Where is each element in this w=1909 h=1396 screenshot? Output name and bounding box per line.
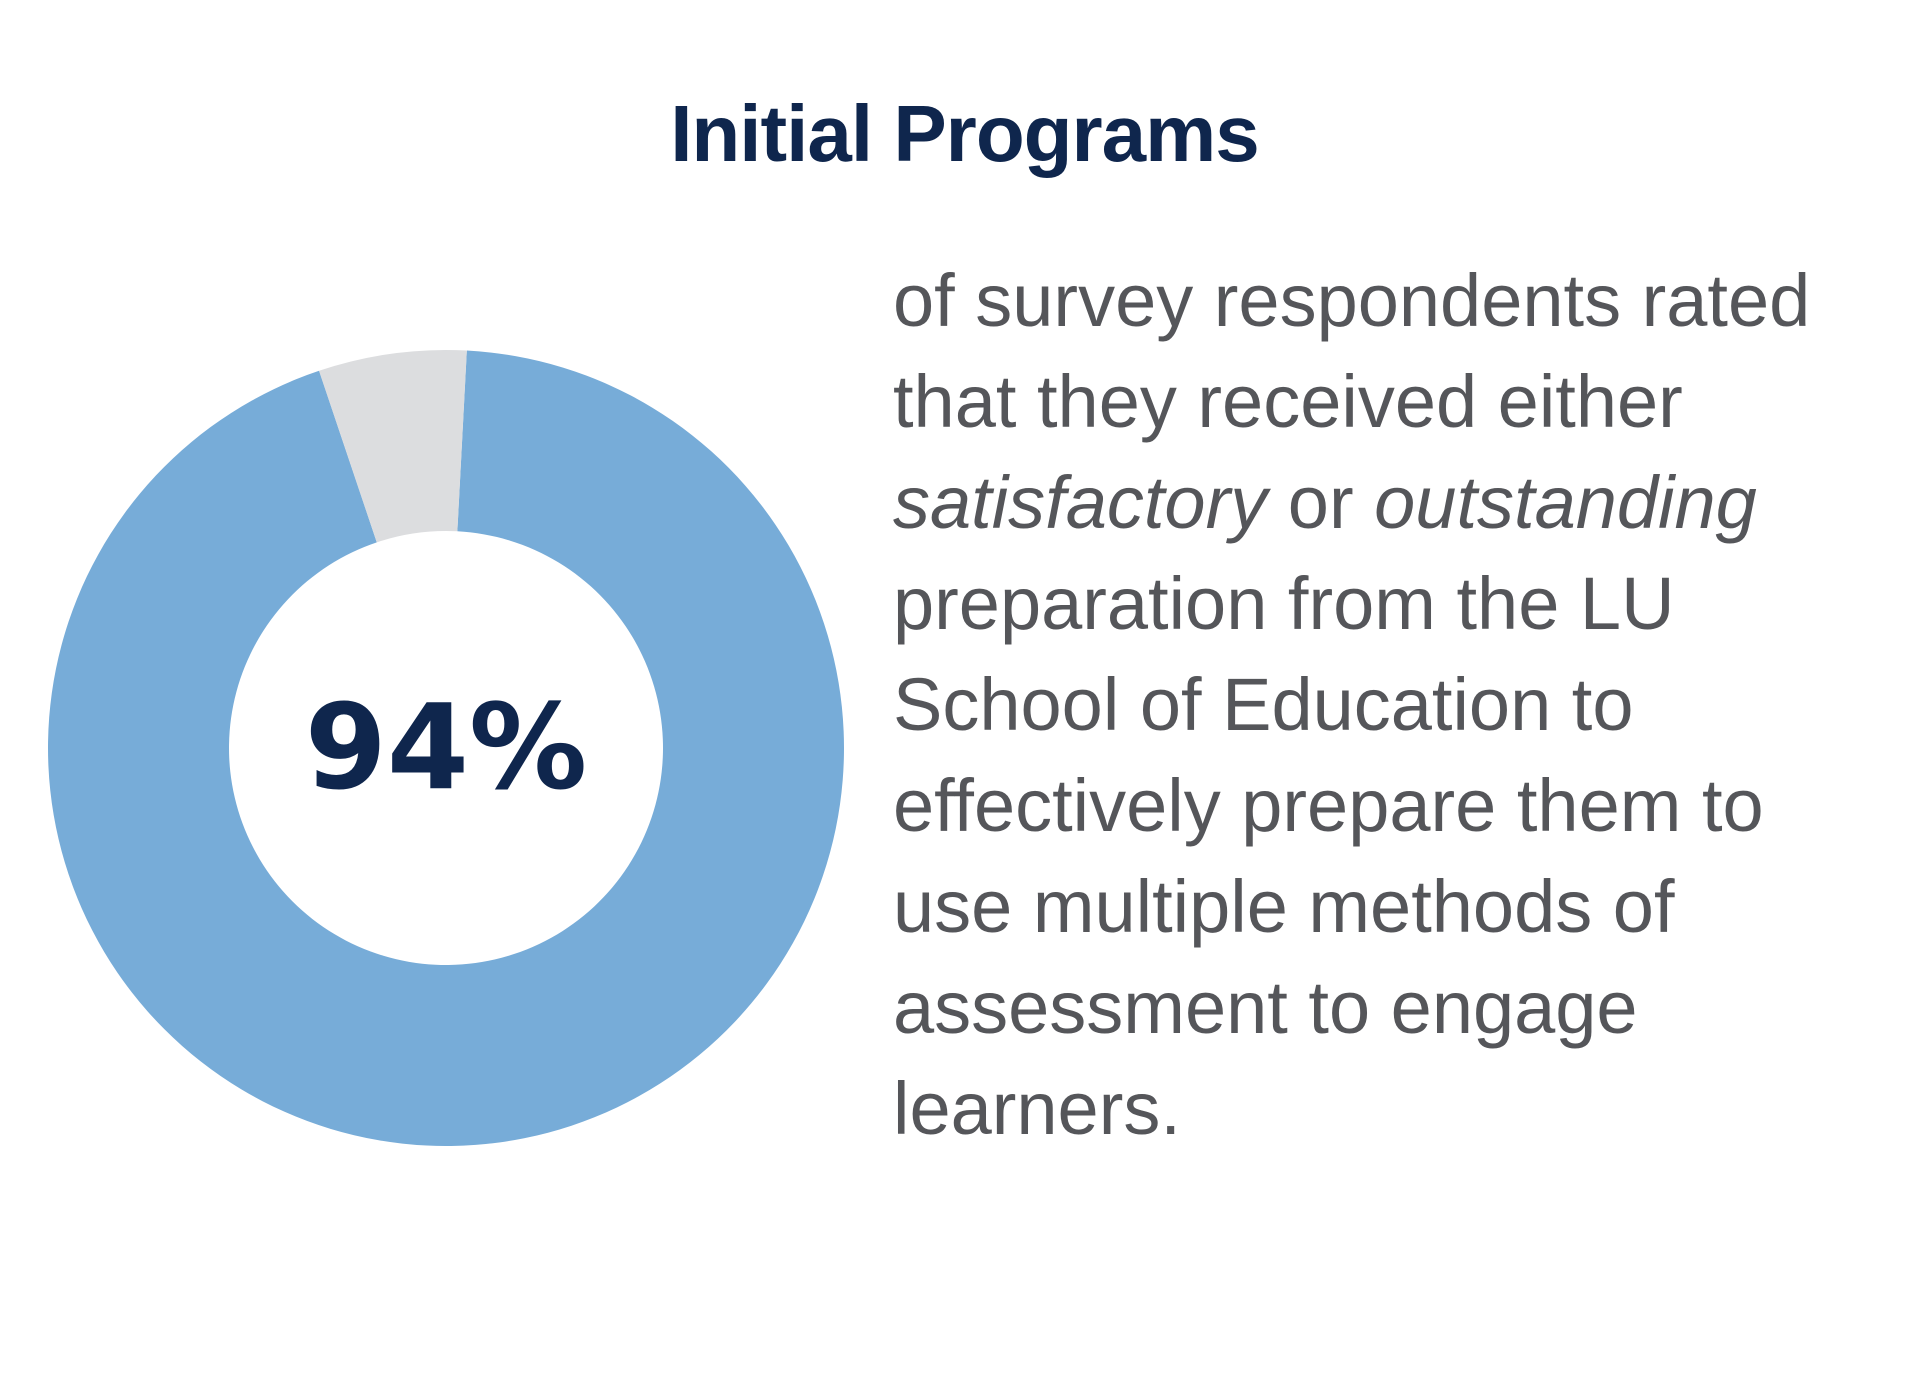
description-part1: of survey respondents rated that they re… [893,259,1811,443]
description-emphasis-satisfactory: satisfactory [893,461,1268,544]
chart-title: Initial Programs [670,89,1260,178]
donut-slice-1 [319,349,467,543]
description-part2: or [1267,461,1375,544]
description-part3: preparation from the LU School of Educat… [893,562,1764,1150]
donut-slice-0 [48,350,844,1147]
description-text: of survey respondents rated that they re… [893,250,1893,1159]
donut-chart: 94% [48,349,844,1147]
description-emphasis-outstanding: outstanding [1374,461,1757,544]
center-percentage-label: 94% [305,678,587,816]
